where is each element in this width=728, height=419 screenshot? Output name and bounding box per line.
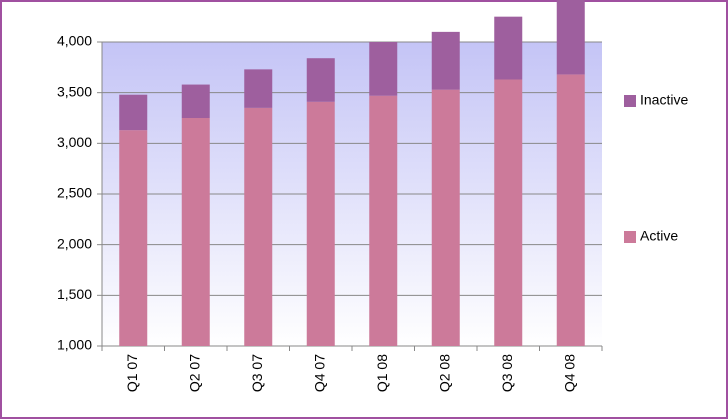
- bar-segment: [306, 58, 335, 102]
- y-tick-label: 2,000: [57, 235, 92, 251]
- legend-label: Active: [640, 228, 678, 244]
- legend-label: Inactive: [640, 92, 688, 108]
- bar-segment: [244, 69, 273, 108]
- bar-segment: [431, 89, 460, 347]
- bar-segment: [119, 130, 148, 346]
- bar-segment: [369, 95, 398, 346]
- bar-segment: [119, 94, 148, 131]
- y-tick-label: 4,000: [57, 33, 92, 49]
- x-tick-label: Q2 08: [436, 354, 452, 392]
- bar-segment: [244, 107, 273, 346]
- y-tick-label: 3,500: [57, 83, 92, 99]
- legend-swatch: [624, 231, 636, 243]
- y-tick-label: 1,500: [57, 286, 92, 302]
- x-tick-label: Q2 07: [186, 354, 202, 392]
- x-tick-label: Q1 08: [374, 354, 390, 392]
- y-tick-label: 2,500: [57, 185, 92, 201]
- legend-swatch: [624, 95, 636, 107]
- bar-segment: [494, 79, 523, 346]
- x-tick-label: Q1 07: [124, 354, 140, 392]
- bar-segment: [306, 101, 335, 346]
- bar-segment: [369, 42, 398, 96]
- x-tick-label: Q3 07: [249, 354, 265, 392]
- bar-segment: [494, 16, 523, 80]
- y-tick-label: 3,000: [57, 134, 92, 150]
- bar-segment: [181, 118, 210, 346]
- x-tick-label: Q3 08: [499, 354, 515, 392]
- bar-segment: [181, 84, 210, 118]
- bar-segment: [556, 0, 585, 75]
- x-tick-label: Q4 07: [311, 354, 327, 392]
- bar-segment: [431, 31, 460, 90]
- x-tick-label: Q4 08: [561, 354, 577, 392]
- y-tick-label: 1,000: [57, 337, 92, 353]
- bar-segment: [556, 74, 585, 346]
